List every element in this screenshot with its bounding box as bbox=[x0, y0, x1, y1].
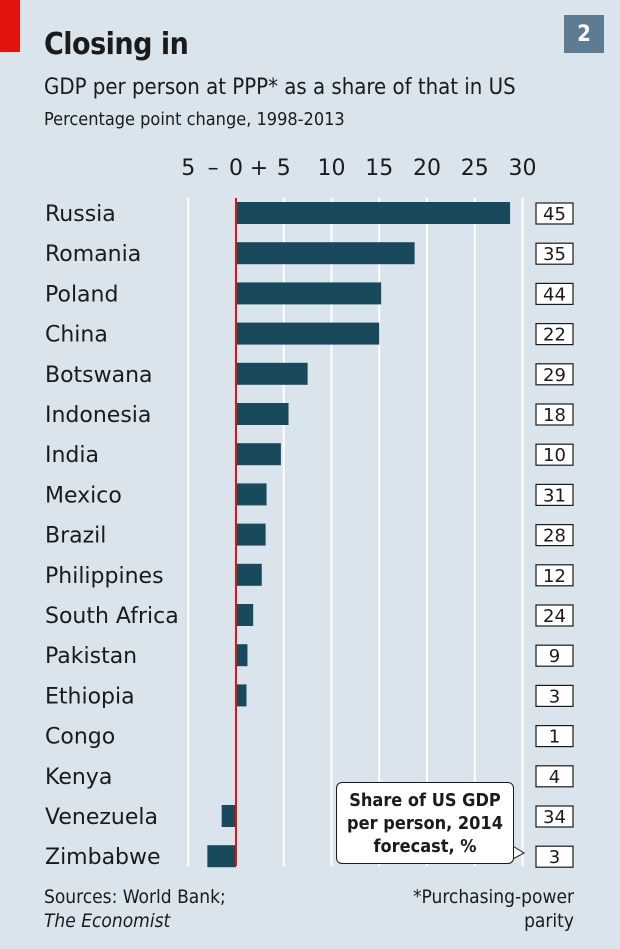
category-label: Poland bbox=[45, 282, 118, 307]
share-value: 9 bbox=[549, 646, 560, 667]
bar bbox=[221, 805, 236, 827]
share-box bbox=[535, 523, 574, 547]
x-tick-label: 10 bbox=[318, 156, 346, 181]
x-tick-label: 20 bbox=[413, 156, 441, 181]
share-box bbox=[535, 845, 574, 868]
bar bbox=[236, 322, 380, 345]
x-tick-label: 25 bbox=[461, 156, 489, 181]
x-plus-sign: + bbox=[250, 156, 268, 181]
share-box bbox=[535, 323, 574, 346]
bar bbox=[236, 483, 267, 506]
category-label: Kenya bbox=[45, 765, 112, 790]
share-value: 12 bbox=[543, 566, 566, 587]
x-tick-label: 5 bbox=[277, 156, 291, 181]
share-value: 44 bbox=[543, 284, 566, 305]
bar bbox=[236, 202, 511, 224]
share-box bbox=[535, 282, 574, 305]
share-value: 1 bbox=[549, 727, 560, 748]
bar bbox=[236, 604, 254, 626]
category-label: Philippines bbox=[45, 564, 164, 589]
share-box bbox=[535, 403, 574, 426]
sources-note: Sources: World Bank; The Economist bbox=[44, 885, 226, 933]
share-value: 10 bbox=[543, 445, 566, 466]
category-label: Congo bbox=[45, 725, 115, 750]
x-tick-label: 5 bbox=[181, 156, 195, 181]
share-value: 45 bbox=[543, 204, 566, 225]
bar bbox=[236, 523, 266, 546]
x-tick-label: 0 bbox=[229, 156, 243, 181]
share-box bbox=[535, 483, 574, 506]
share-value: 29 bbox=[543, 365, 566, 386]
share-box bbox=[535, 724, 574, 748]
bar bbox=[236, 242, 415, 265]
category-label: Botswana bbox=[45, 363, 153, 388]
category-label: Venezuela bbox=[45, 805, 158, 830]
category-label: Ethiopia bbox=[45, 684, 135, 709]
sources-italic: The Economist bbox=[44, 910, 171, 932]
share-value: 34 bbox=[543, 807, 566, 828]
share-callout-text: Share of US GDP per person, 2014 forecas… bbox=[347, 789, 503, 857]
category-label: Mexico bbox=[45, 483, 122, 508]
bar bbox=[207, 845, 236, 868]
share-box bbox=[535, 765, 574, 788]
share-box bbox=[535, 443, 574, 466]
footnote: *Purchasing-power parity bbox=[412, 886, 574, 932]
share-box bbox=[535, 363, 574, 386]
share-value: 24 bbox=[543, 606, 566, 627]
share-value: 3 bbox=[549, 847, 560, 868]
category-label: Indonesia bbox=[45, 403, 151, 428]
sources-plain: Sources: World Bank; bbox=[44, 886, 226, 908]
chart-number-badge: 2 bbox=[564, 15, 604, 53]
share-box bbox=[535, 684, 574, 708]
share-value: 35 bbox=[543, 244, 566, 265]
share-value: 4 bbox=[549, 767, 560, 788]
share-value: 22 bbox=[543, 325, 566, 346]
x-tick-label: 15 bbox=[365, 156, 393, 181]
share-value: 28 bbox=[543, 526, 566, 547]
category-label: Brazil bbox=[45, 524, 106, 549]
bar bbox=[236, 644, 248, 667]
share-value: 3 bbox=[549, 686, 560, 707]
share-box bbox=[535, 242, 574, 265]
category-label: South Africa bbox=[45, 604, 179, 629]
share-callout: Share of US GDP per person, 2014 forecas… bbox=[336, 782, 514, 864]
share-box bbox=[535, 604, 574, 627]
bar bbox=[236, 563, 262, 586]
bar bbox=[236, 443, 281, 466]
chart-title: Closing in bbox=[44, 27, 189, 62]
bar bbox=[236, 403, 289, 425]
category-label: India bbox=[45, 443, 99, 468]
x-minus-sign: – bbox=[208, 156, 219, 181]
category-label: Zimbabwe bbox=[45, 845, 161, 870]
chart-subtitle: GDP per person at PPP* as a share of tha… bbox=[44, 75, 516, 100]
category-label: Russia bbox=[45, 202, 116, 227]
share-box bbox=[535, 564, 574, 587]
category-label: Pakistan bbox=[45, 644, 137, 669]
share-box bbox=[535, 202, 574, 225]
bar bbox=[236, 282, 382, 305]
share-box bbox=[535, 644, 574, 667]
category-label: Romania bbox=[45, 242, 141, 267]
share-box bbox=[535, 805, 574, 828]
category-label: China bbox=[45, 323, 108, 348]
chart-unit-note: Percentage point change, 1998-2013 bbox=[44, 109, 345, 130]
x-tick-label: 30 bbox=[509, 156, 537, 181]
bar bbox=[236, 684, 247, 707]
bar bbox=[236, 362, 308, 385]
red-corner-tab bbox=[0, 0, 20, 52]
share-value: 31 bbox=[543, 485, 566, 506]
share-value: 18 bbox=[543, 405, 566, 426]
